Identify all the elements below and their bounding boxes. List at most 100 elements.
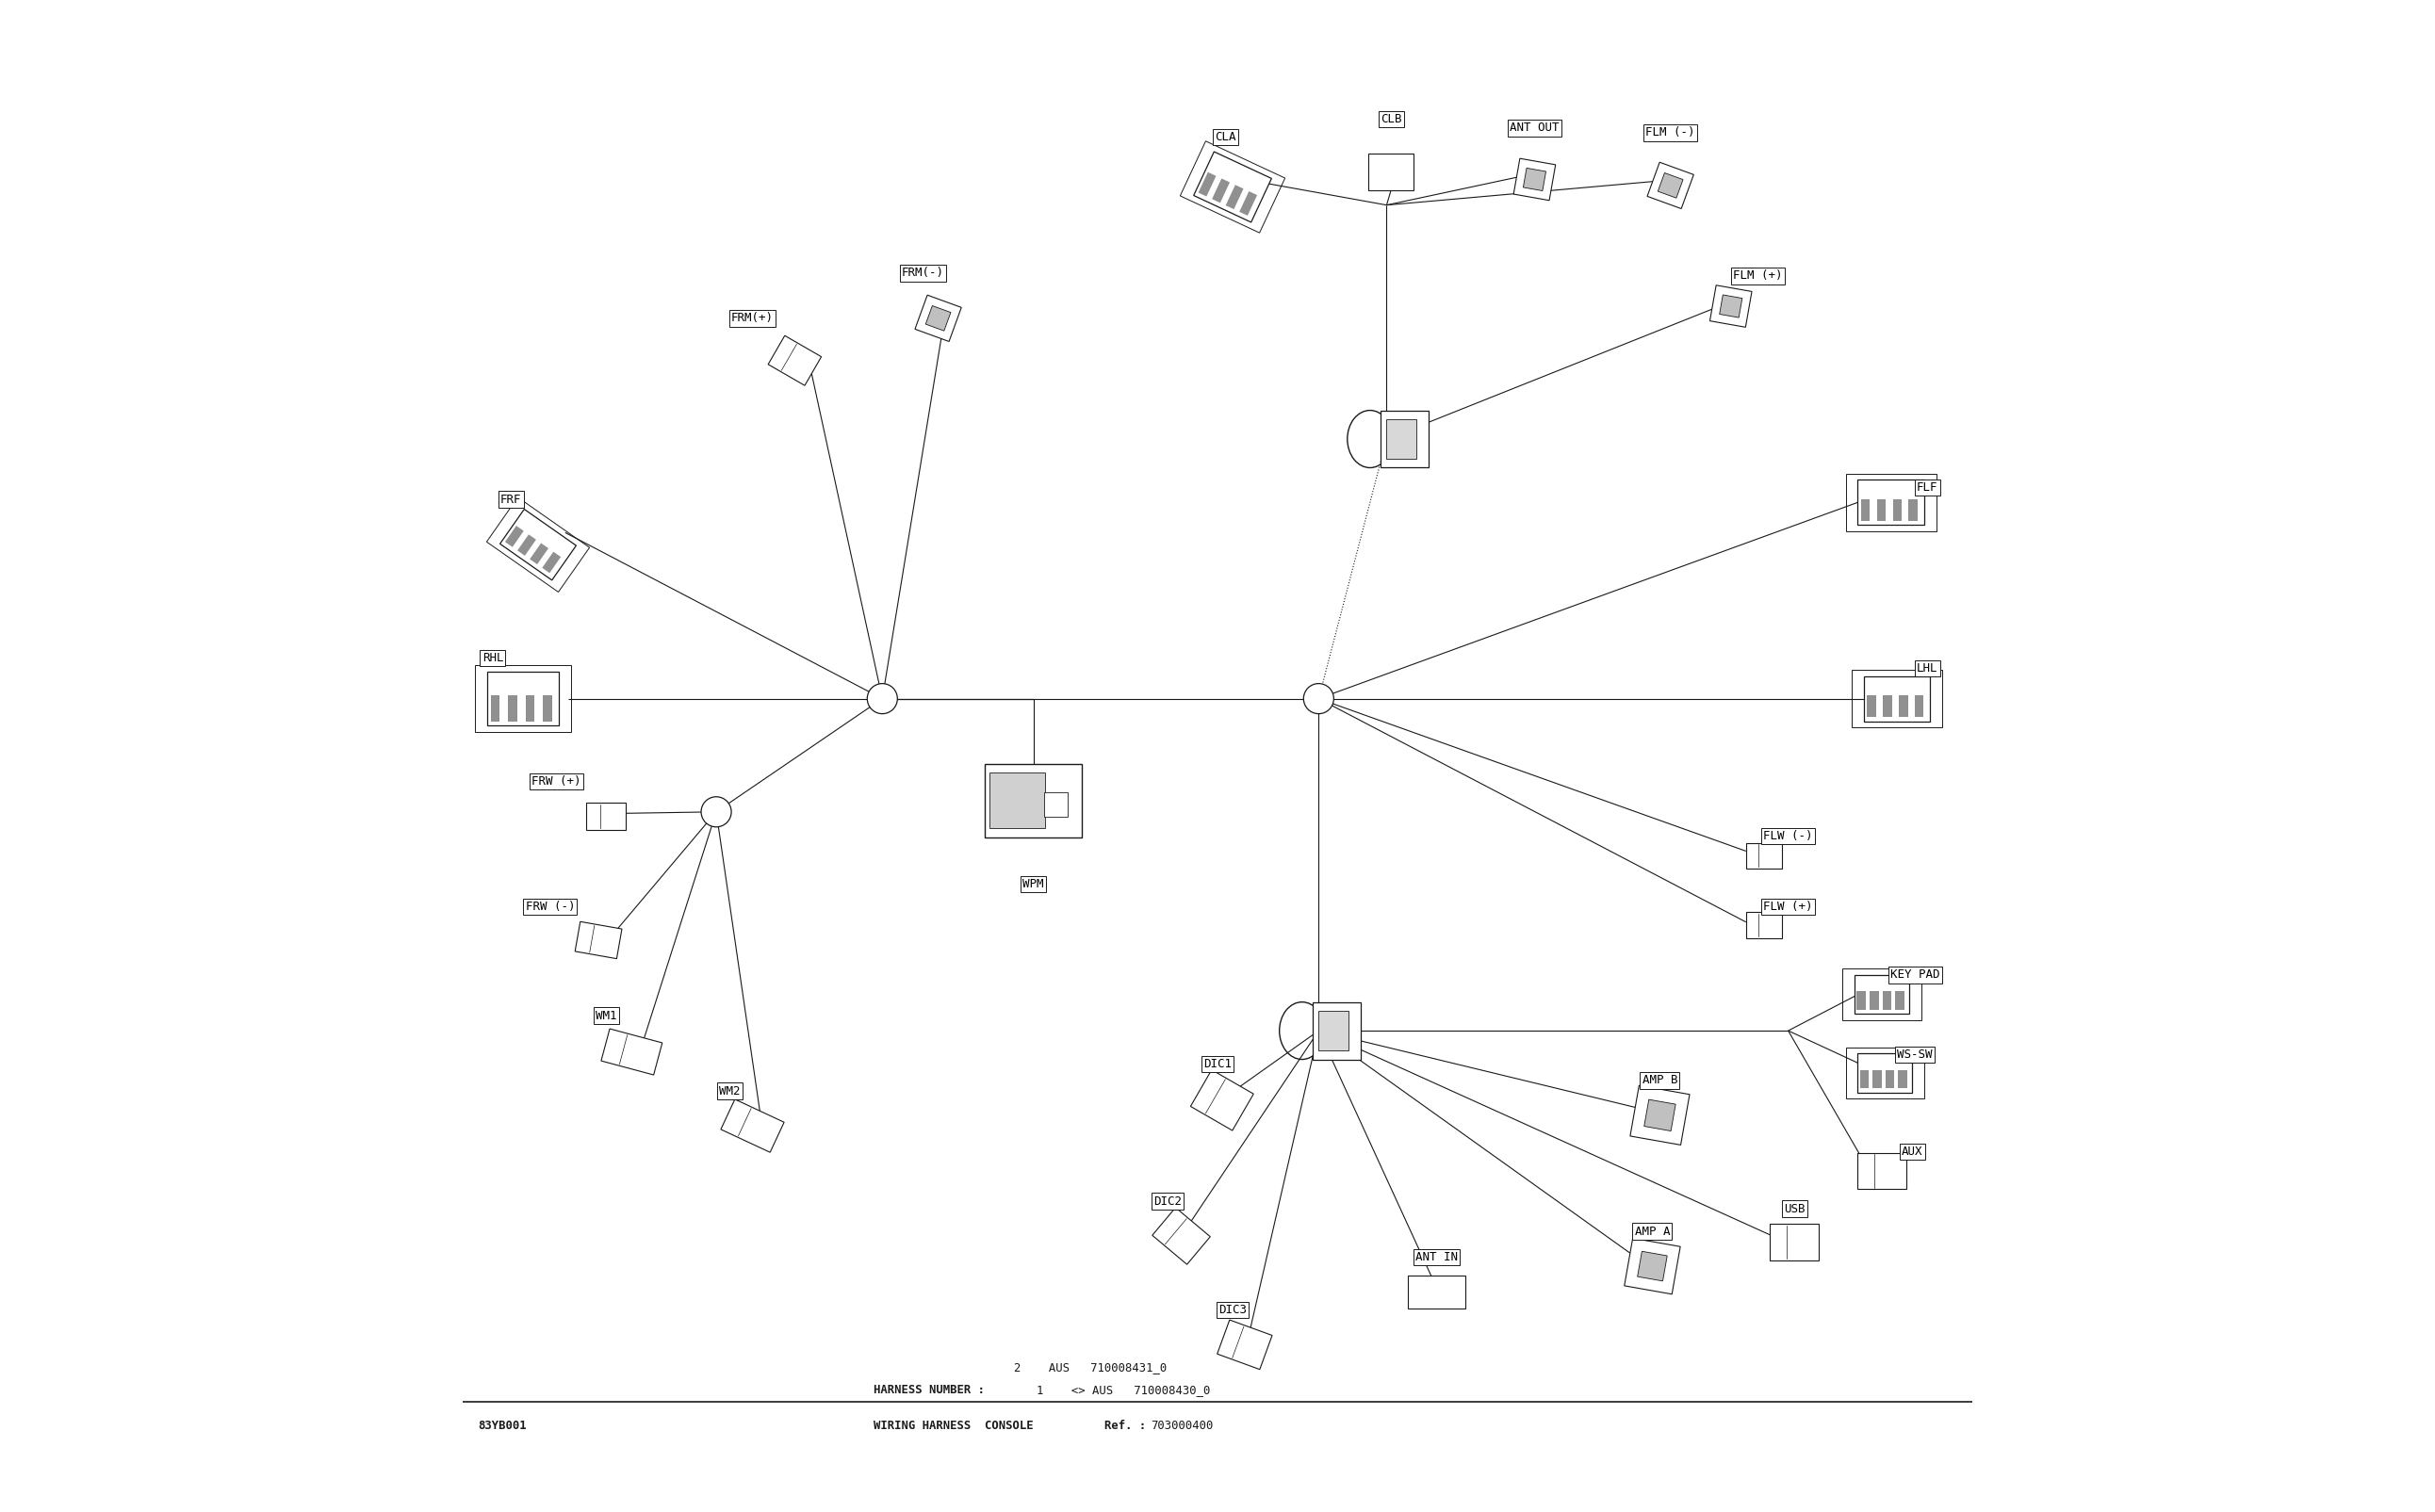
FancyBboxPatch shape	[1770, 1223, 1787, 1259]
FancyBboxPatch shape	[1860, 499, 1870, 520]
Text: FRW (+): FRW (+)	[531, 776, 582, 788]
Text: FRM(-): FRM(-)	[901, 268, 945, 280]
Circle shape	[701, 797, 730, 827]
Text: FLW (-): FLW (-)	[1763, 830, 1814, 842]
FancyBboxPatch shape	[925, 305, 950, 331]
FancyBboxPatch shape	[1152, 1208, 1210, 1264]
Circle shape	[1303, 683, 1334, 714]
FancyBboxPatch shape	[767, 336, 799, 372]
FancyBboxPatch shape	[1858, 479, 1924, 525]
FancyBboxPatch shape	[1386, 419, 1417, 458]
FancyBboxPatch shape	[721, 1099, 784, 1152]
Text: WS-SW: WS-SW	[1897, 1049, 1933, 1061]
Text: 2    AUS   710008431_0: 2 AUS 710008431_0	[1013, 1361, 1166, 1373]
FancyBboxPatch shape	[1877, 499, 1885, 520]
FancyBboxPatch shape	[1746, 842, 1782, 868]
Text: CLB: CLB	[1381, 113, 1403, 125]
FancyBboxPatch shape	[1863, 676, 1931, 721]
Text: WIRING HARNESS  CONSOLE: WIRING HARNESS CONSOLE	[874, 1420, 1032, 1432]
FancyBboxPatch shape	[504, 526, 524, 547]
Text: 1    <> AUS   710008430_0: 1 <> AUS 710008430_0	[1037, 1383, 1210, 1396]
FancyBboxPatch shape	[516, 534, 536, 556]
FancyBboxPatch shape	[1312, 1002, 1361, 1060]
FancyBboxPatch shape	[1515, 159, 1556, 201]
Text: ANT IN: ANT IN	[1415, 1250, 1459, 1263]
Text: WM1: WM1	[597, 1010, 616, 1022]
FancyBboxPatch shape	[509, 696, 516, 721]
Text: DIC1: DIC1	[1203, 1058, 1232, 1070]
FancyBboxPatch shape	[543, 552, 560, 573]
FancyBboxPatch shape	[492, 696, 499, 721]
FancyBboxPatch shape	[1858, 1054, 1911, 1093]
FancyBboxPatch shape	[1882, 696, 1892, 717]
FancyBboxPatch shape	[1368, 154, 1386, 191]
Text: HARNESS NUMBER :: HARNESS NUMBER :	[874, 1383, 984, 1396]
FancyBboxPatch shape	[1368, 154, 1415, 191]
FancyBboxPatch shape	[1218, 1320, 1271, 1370]
FancyBboxPatch shape	[721, 1099, 752, 1139]
Text: DIC3: DIC3	[1218, 1303, 1247, 1315]
FancyBboxPatch shape	[487, 671, 560, 726]
FancyBboxPatch shape	[1658, 172, 1683, 198]
FancyBboxPatch shape	[526, 696, 533, 721]
FancyBboxPatch shape	[531, 543, 548, 564]
FancyBboxPatch shape	[1624, 1238, 1680, 1294]
Text: AMP B: AMP B	[1641, 1075, 1678, 1087]
Text: WPM: WPM	[1023, 878, 1045, 891]
FancyBboxPatch shape	[1858, 1154, 1875, 1190]
FancyBboxPatch shape	[1914, 696, 1924, 717]
Text: WM2: WM2	[718, 1086, 740, 1098]
FancyBboxPatch shape	[1860, 1070, 1868, 1089]
FancyBboxPatch shape	[1644, 1099, 1675, 1131]
FancyBboxPatch shape	[543, 696, 553, 721]
FancyBboxPatch shape	[1218, 1320, 1247, 1359]
FancyBboxPatch shape	[986, 764, 1081, 838]
FancyBboxPatch shape	[1213, 178, 1230, 203]
Text: KEY PAD: KEY PAD	[1890, 969, 1941, 981]
FancyBboxPatch shape	[1873, 1070, 1882, 1089]
Text: FRM(+): FRM(+)	[730, 311, 774, 325]
Circle shape	[867, 683, 899, 714]
Text: FRF: FRF	[499, 493, 521, 505]
FancyBboxPatch shape	[587, 803, 626, 830]
FancyBboxPatch shape	[1894, 992, 1904, 1010]
Text: AMP A: AMP A	[1634, 1225, 1670, 1238]
FancyBboxPatch shape	[1407, 1275, 1466, 1308]
FancyBboxPatch shape	[1191, 1070, 1227, 1116]
Text: DIC2: DIC2	[1154, 1194, 1181, 1208]
FancyBboxPatch shape	[601, 1028, 628, 1066]
Text: Ref. :: Ref. :	[1103, 1420, 1147, 1432]
FancyBboxPatch shape	[1239, 191, 1256, 216]
FancyBboxPatch shape	[1709, 286, 1751, 327]
Text: 703000400: 703000400	[1152, 1420, 1213, 1432]
FancyBboxPatch shape	[1719, 295, 1741, 318]
Text: AUX: AUX	[1902, 1145, 1924, 1158]
FancyBboxPatch shape	[1892, 499, 1902, 520]
FancyBboxPatch shape	[767, 336, 821, 386]
FancyBboxPatch shape	[1646, 162, 1695, 209]
FancyBboxPatch shape	[1855, 975, 1909, 1015]
FancyBboxPatch shape	[1868, 696, 1875, 717]
Text: FLM (-): FLM (-)	[1646, 127, 1695, 139]
FancyBboxPatch shape	[1407, 1275, 1429, 1308]
Text: FLW (+): FLW (+)	[1763, 901, 1814, 913]
FancyBboxPatch shape	[1746, 912, 1782, 937]
FancyBboxPatch shape	[1198, 172, 1215, 197]
FancyBboxPatch shape	[1899, 696, 1907, 717]
FancyBboxPatch shape	[1746, 842, 1761, 868]
Text: FLM (+): FLM (+)	[1734, 271, 1782, 283]
Text: ANT OUT: ANT OUT	[1510, 122, 1558, 135]
FancyBboxPatch shape	[1882, 992, 1892, 1010]
FancyBboxPatch shape	[1524, 168, 1546, 191]
FancyBboxPatch shape	[1320, 1012, 1349, 1051]
FancyBboxPatch shape	[1870, 992, 1880, 1010]
FancyBboxPatch shape	[1885, 1070, 1894, 1089]
FancyBboxPatch shape	[1636, 1252, 1668, 1281]
FancyBboxPatch shape	[1381, 410, 1429, 467]
FancyBboxPatch shape	[1629, 1086, 1690, 1145]
FancyBboxPatch shape	[989, 773, 1045, 829]
Text: FLF: FLF	[1916, 481, 1938, 493]
FancyBboxPatch shape	[1152, 1208, 1188, 1246]
FancyBboxPatch shape	[499, 510, 577, 581]
FancyBboxPatch shape	[1858, 1154, 1907, 1190]
